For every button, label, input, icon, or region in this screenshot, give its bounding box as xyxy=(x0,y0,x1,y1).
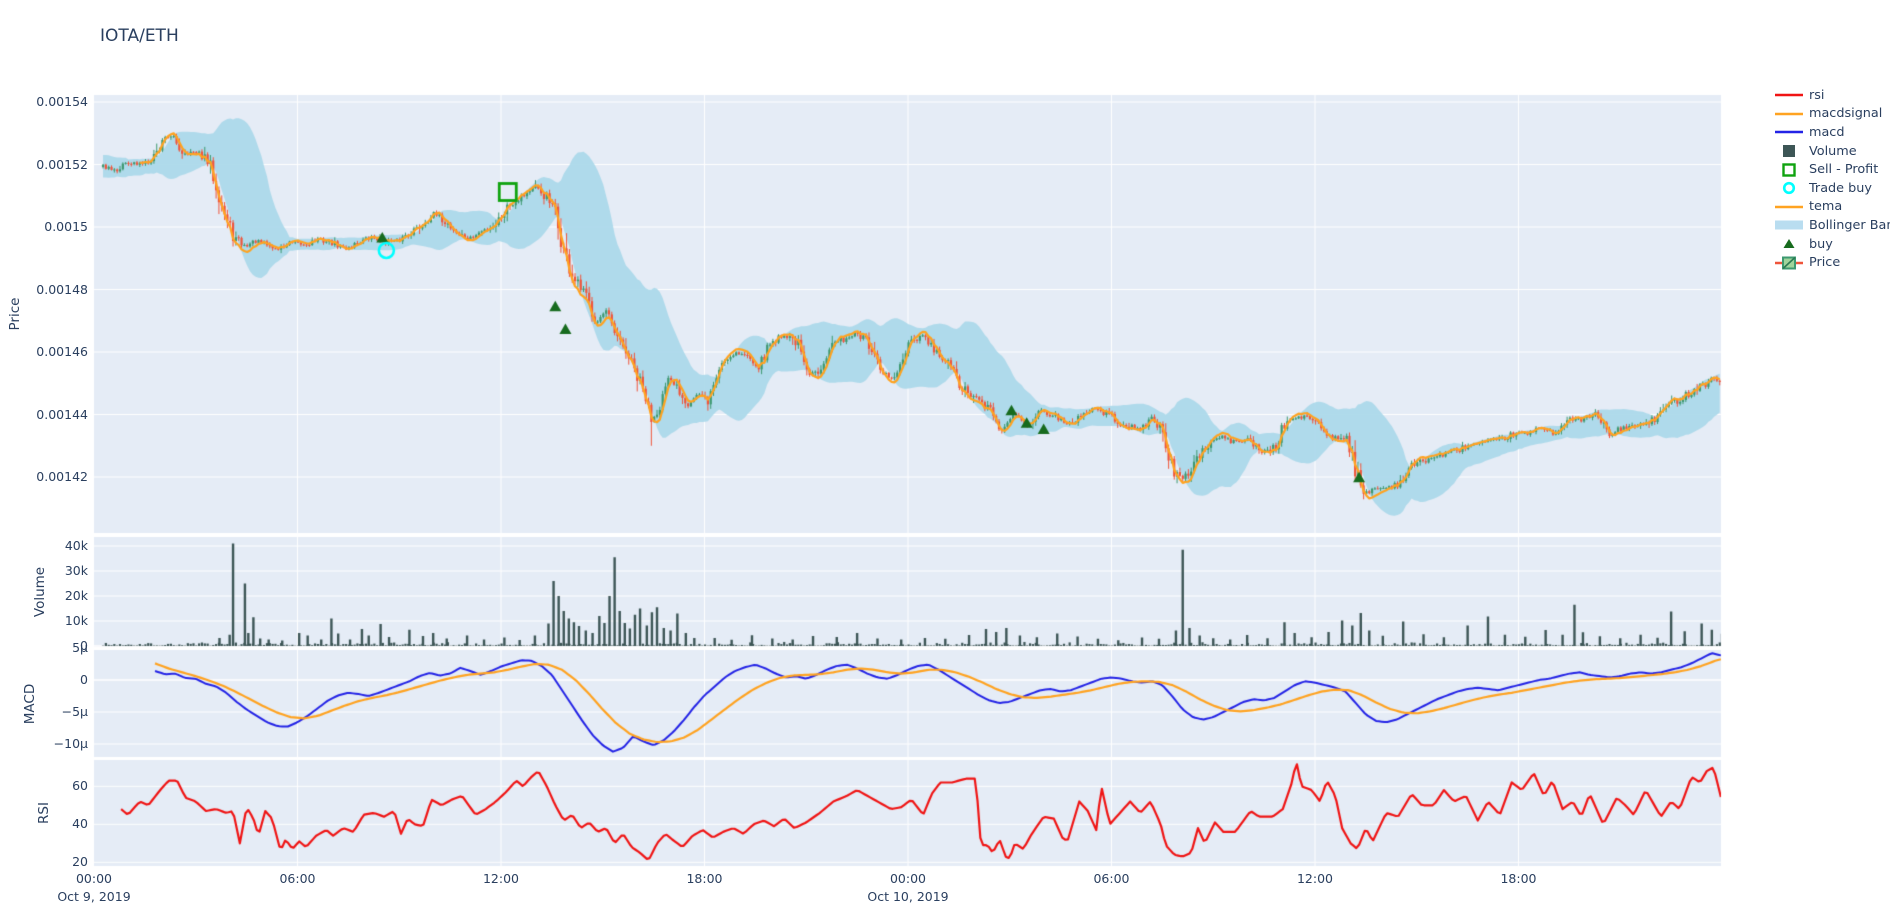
price-ytick: 0.00144 xyxy=(36,406,88,422)
legend-label: Trade buy xyxy=(1809,180,1872,196)
legend: rsi macdsignal macd Volume Sell - Profit Trad… xyxy=(1772,86,1890,272)
yaxis-title-volume: Volume xyxy=(32,566,48,618)
x-tick-label: 18:00 xyxy=(1500,871,1537,886)
price-ytick: 0.00148 xyxy=(36,281,88,297)
volume-ytick: 40k xyxy=(64,538,88,553)
x-tick-label: 06:00 xyxy=(279,871,316,886)
rsi-ytick: 20 xyxy=(72,854,88,870)
legend-label: Sell - Profit xyxy=(1809,162,1879,178)
macd-ytick: 5µ xyxy=(72,640,88,655)
macd-ytick: −10µ xyxy=(53,736,88,751)
legend-label: macd xyxy=(1809,124,1845,140)
yaxis-title-rsi: RSI xyxy=(36,802,52,824)
triangle-up-icon xyxy=(1772,236,1806,252)
legend-item-price[interactable]: Price xyxy=(1772,253,1890,272)
macd-ytick: 0 xyxy=(80,672,88,687)
price-ytick: 0.00154 xyxy=(36,94,88,109)
price-ytick: 0.00152 xyxy=(36,156,88,172)
yaxis-title-macd: MACD xyxy=(22,683,38,724)
legend-label: rsi xyxy=(1809,87,1825,103)
x-date-label: Oct 10, 2019 xyxy=(867,889,949,903)
macd-ytick: −5µ xyxy=(61,704,88,719)
legend-item-volume[interactable]: Volume xyxy=(1772,142,1890,161)
x-date-label: Oct 9, 2019 xyxy=(57,889,131,903)
rsi-ytick: 40 xyxy=(72,816,88,832)
candle-icon xyxy=(1772,255,1806,271)
volume-ytick: 0 xyxy=(80,638,88,653)
legend-label: buy xyxy=(1809,236,1833,252)
yaxis-title-price: Price xyxy=(7,297,23,331)
chart-title: IOTA/ETH xyxy=(100,26,179,46)
legend-label: Price xyxy=(1809,255,1841,271)
circle-open-icon xyxy=(1772,180,1806,196)
volume-ytick: 20k xyxy=(64,588,88,603)
price-ytick: 0.00146 xyxy=(36,344,88,359)
x-tick-label: 00:00 xyxy=(75,871,113,886)
x-tick-label: 18:00 xyxy=(686,871,723,886)
legend-item-tema[interactable]: tema xyxy=(1772,198,1890,217)
legend-item-macdsignal[interactable]: macdsignal xyxy=(1772,105,1890,124)
line-icon xyxy=(1772,199,1806,215)
legend-item-rsi[interactable]: rsi xyxy=(1772,86,1890,105)
legend-item-sell-profit[interactable]: Sell - Profit xyxy=(1772,160,1890,179)
square-open-icon xyxy=(1772,162,1806,178)
price-ytick: 0.00142 xyxy=(36,469,88,484)
x-tick-label: 12:00 xyxy=(1296,871,1334,886)
square-icon xyxy=(1772,143,1806,159)
x-tick-label: 00:00 xyxy=(889,871,927,886)
line-icon xyxy=(1772,106,1806,122)
rsi-ytick: 60 xyxy=(72,778,88,794)
legend-label: macdsignal xyxy=(1809,106,1883,122)
volume-ytick: 10k xyxy=(64,613,88,628)
line-icon xyxy=(1772,87,1806,103)
legend-label: tema xyxy=(1809,199,1843,215)
legend-item-buy[interactable]: buy xyxy=(1772,235,1890,254)
legend-label: Volume xyxy=(1809,143,1857,159)
x-tick-label: 06:00 xyxy=(1093,871,1130,886)
volume-ytick: 30k xyxy=(64,563,88,578)
legend-item-macd[interactable]: macd xyxy=(1772,123,1890,142)
line-icon xyxy=(1772,124,1806,140)
legend-item-trade-buy[interactable]: Trade buy xyxy=(1772,179,1890,198)
legend-label: Bollinger Band xyxy=(1809,217,1890,233)
legend-item-bollinger-band[interactable]: Bollinger Band xyxy=(1772,216,1890,235)
price-ytick: 0.0015 xyxy=(44,219,88,234)
x-tick-label: 12:00 xyxy=(482,871,520,886)
band-icon xyxy=(1772,217,1806,233)
